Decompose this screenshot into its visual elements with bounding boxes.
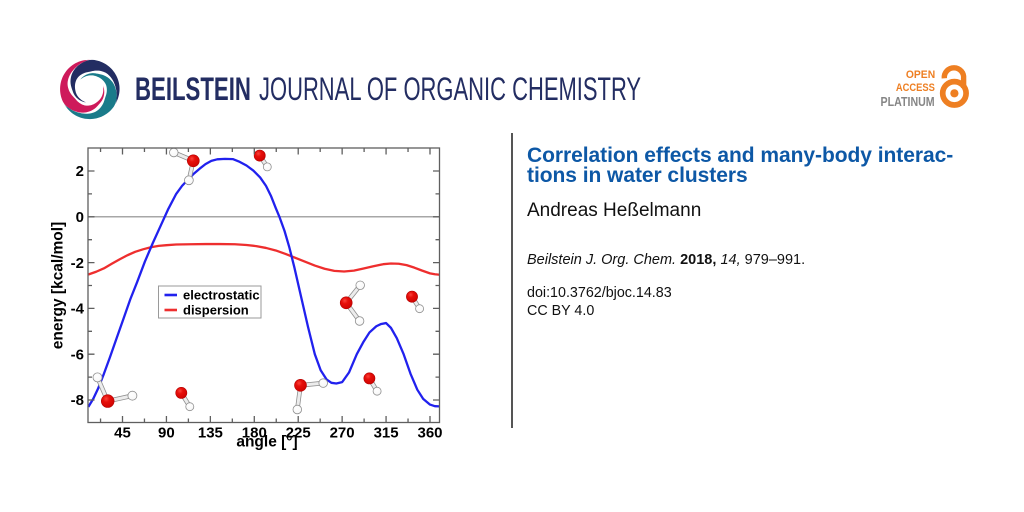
svg-text:270: 270 — [330, 425, 355, 442]
svg-text:90: 90 — [158, 425, 175, 442]
svg-text:135: 135 — [198, 425, 223, 442]
svg-text:360: 360 — [417, 425, 442, 442]
svg-text:electrostatic: electrostatic — [183, 288, 260, 303]
svg-text:-4: -4 — [71, 301, 85, 318]
svg-text:180: 180 — [242, 425, 267, 442]
svg-text:2: 2 — [76, 163, 84, 180]
svg-text:225: 225 — [286, 425, 311, 442]
svg-text:315: 315 — [374, 425, 399, 442]
svg-text:0: 0 — [76, 209, 84, 226]
svg-text:energy [kcal/mol]: energy [kcal/mol] — [50, 222, 67, 350]
svg-text:-6: -6 — [71, 346, 84, 363]
svg-text:-8: -8 — [71, 392, 84, 409]
svg-text:-2: -2 — [71, 255, 84, 272]
svg-text:angle [°]: angle [°] — [236, 434, 297, 451]
svg-text:45: 45 — [114, 425, 131, 442]
svg-text:dispersion: dispersion — [183, 303, 249, 318]
